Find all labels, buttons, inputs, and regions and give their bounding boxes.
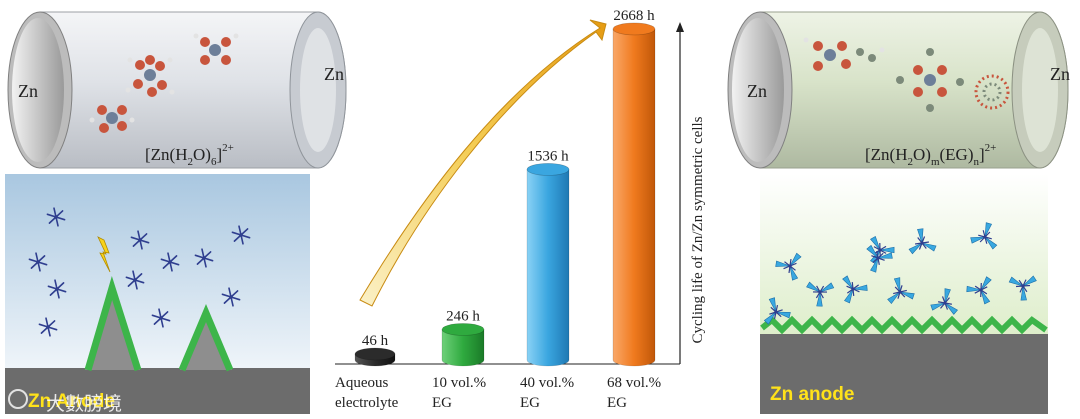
right-cell-zn-left-label: Zn xyxy=(747,81,767,101)
bar-body xyxy=(441,329,485,367)
eg-complex-icon xyxy=(866,244,893,273)
bar-value-label: 2668 h xyxy=(613,8,655,24)
bar-top-cap xyxy=(612,22,656,36)
bar-body xyxy=(526,169,570,367)
category-label: EG xyxy=(607,395,627,411)
eg-complex-icon xyxy=(887,277,915,304)
eg-complex-icon xyxy=(775,252,802,281)
bar-series: 46 h Aqueous electrolyte 246 h 10 vol.% EG 153… xyxy=(335,8,661,411)
category-label: 10 vol.% xyxy=(432,375,486,391)
right-cell-cylinder xyxy=(727,11,1069,169)
category-label: 68 vol.% xyxy=(607,375,661,391)
right-cell-zn-right-label: Zn xyxy=(1050,64,1070,84)
category-label: electrolyte xyxy=(335,395,399,411)
right-anode-label: Zn anode xyxy=(770,384,854,405)
eg-complex-icon xyxy=(930,288,958,315)
category-label: EG xyxy=(520,395,540,411)
left-cell-zn-right-label: Zn xyxy=(324,64,344,84)
growth-arrow xyxy=(359,19,607,307)
zinc-ion-star-icon xyxy=(160,252,180,272)
eg-complex-icon xyxy=(806,281,835,307)
zinc-ion-star-icon xyxy=(38,317,58,337)
eg-solvated-zinc-molecules xyxy=(803,37,1010,112)
eg-complex-icon xyxy=(970,222,998,250)
right-cell-complex-formula: [Zn(H2O)m(EG)n]2+ xyxy=(865,142,996,168)
bar-body xyxy=(612,28,656,367)
lightning-icon xyxy=(97,236,111,273)
bar-value-label: 246 h xyxy=(446,308,480,324)
zinc-ion-star-icon xyxy=(151,308,171,328)
zinc-ion-star-icon xyxy=(130,230,150,250)
bar-2 xyxy=(526,163,570,367)
central-chart: 46 h Aqueous electrolyte 246 h 10 vol.% EG 153… xyxy=(335,8,706,411)
zinc-ion-star-icon xyxy=(28,252,48,272)
left-anode-label: Zn Anode xyxy=(28,391,115,412)
zinc-ion-star-icon xyxy=(125,270,145,290)
bar-top-cap xyxy=(354,347,396,361)
zinc-ion-markers xyxy=(28,207,251,337)
eg-complex-icon xyxy=(842,275,868,304)
left-deposition-panel xyxy=(5,174,310,414)
bar-3 xyxy=(612,22,656,367)
zinc-ion-star-icon xyxy=(47,279,67,299)
y-axis-arrowhead xyxy=(676,22,684,32)
y-axis-title: Cycling life of Zn/Zn symmetric cells xyxy=(690,116,706,343)
bar-0 xyxy=(354,347,396,367)
watermark-logo-icon xyxy=(8,389,28,409)
eg-complex-markers xyxy=(763,222,1037,325)
category-label: Aqueous xyxy=(335,375,388,391)
left-cell-complex-formula: [Zn(H2O)6]2+ xyxy=(145,142,234,168)
bar-value-label: 46 h xyxy=(362,333,389,349)
bar-top-cap xyxy=(441,323,485,336)
eg-complex-icon xyxy=(908,228,937,255)
bar-top-cap xyxy=(526,163,570,176)
eg-complex-icon xyxy=(1008,275,1037,301)
category-label: 40 vol.% xyxy=(520,375,574,391)
left-cell-cylinder xyxy=(7,11,347,169)
watermark-text: 大數膀境 xyxy=(46,393,122,415)
eg-complex-icon xyxy=(763,297,791,325)
left-cell-zn-left-label: Zn xyxy=(18,81,38,101)
bar-1 xyxy=(441,323,485,367)
eg-complex-icon xyxy=(966,276,992,305)
zinc-ion-star-icon xyxy=(46,207,66,227)
category-label: EG xyxy=(432,395,452,411)
zinc-ion-star-icon xyxy=(231,225,251,245)
zinc-ion-star-icon xyxy=(194,248,214,268)
zinc-ion-star-icon xyxy=(221,287,241,307)
bar-value-label: 1536 h xyxy=(527,148,569,164)
hydrated-zinc-molecules xyxy=(89,33,239,133)
